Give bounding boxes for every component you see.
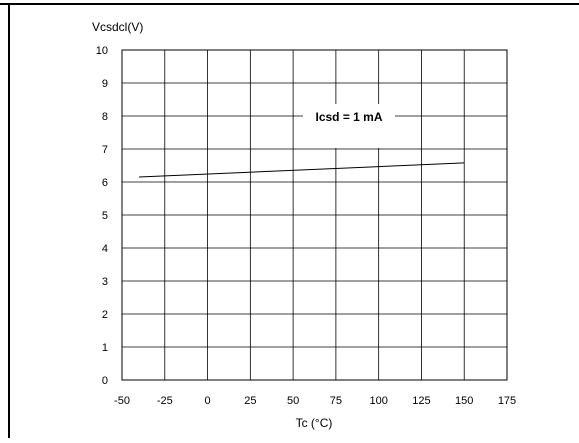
x-tick-label: 25 xyxy=(244,395,256,407)
y-tick-label: 0 xyxy=(102,375,108,387)
y-axis-label: Vcsdcl(V) xyxy=(92,20,143,34)
annotation-background xyxy=(303,104,395,148)
x-tick-label: 175 xyxy=(498,395,516,407)
x-tick-label: 50 xyxy=(287,395,299,407)
y-tick-label: 6 xyxy=(102,177,108,189)
y-tick-labels: 0 1 2 3 4 5 6 7 8 9 10 xyxy=(96,45,108,387)
y-tick-label: 2 xyxy=(102,309,108,321)
plot-area xyxy=(121,49,508,381)
x-tick-label: 100 xyxy=(369,395,387,407)
y-tick-label: 8 xyxy=(102,111,108,123)
x-tick-label: -25 xyxy=(157,395,173,407)
y-tick-label: 5 xyxy=(102,210,108,222)
grid xyxy=(122,50,507,380)
y-tick-label: 3 xyxy=(102,276,108,288)
y-tick-label: 1 xyxy=(102,342,108,354)
x-tick-label: 125 xyxy=(412,395,430,407)
series-line xyxy=(139,162,465,178)
y-tick-label: 7 xyxy=(102,144,108,156)
annotation-label: Icsd = 1 mA xyxy=(315,110,382,124)
x-tick-labels: -50 -25 0 25 50 75 100 125 150 175 xyxy=(114,395,516,407)
x-tick-label: 0 xyxy=(204,395,210,407)
x-tick-label: 150 xyxy=(455,395,473,407)
y-tick-label: 9 xyxy=(102,78,108,90)
x-axis-label: Tc (°C) xyxy=(296,416,333,430)
series-layer xyxy=(139,162,465,178)
x-tick-label: 75 xyxy=(330,395,342,407)
y-tick-label: 10 xyxy=(96,45,108,57)
y-tick-label: 4 xyxy=(102,243,108,255)
x-tick-label: -50 xyxy=(114,395,130,407)
